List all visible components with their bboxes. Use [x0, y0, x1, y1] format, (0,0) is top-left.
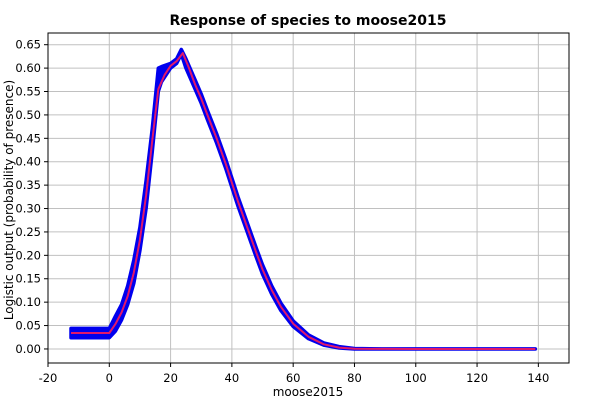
- x-axis-label: moose2015: [273, 385, 344, 399]
- gridlines: [47, 33, 569, 363]
- plot-frame: [47, 32, 570, 364]
- y-tick-label: 0.35: [15, 178, 41, 192]
- y-tick-label: 0.15: [15, 272, 41, 286]
- x-tick-label: 20: [163, 371, 178, 385]
- y-tick-label: 0.60: [15, 61, 41, 75]
- y-tick-label: 0.65: [15, 38, 41, 52]
- x-tick-label: 80: [347, 371, 362, 385]
- y-tick-label: 0.05: [15, 319, 41, 333]
- y-tick-label: 0.30: [15, 202, 41, 216]
- x-tick-label: 100: [405, 371, 427, 385]
- y-tick-label: 0.50: [15, 108, 41, 122]
- x-tick-label: 40: [225, 371, 240, 385]
- mean-response-line: [71, 52, 536, 350]
- x-tick-label: 140: [527, 371, 549, 385]
- x-tick-label: 60: [286, 371, 301, 385]
- y-tick-label: 0.00: [15, 342, 41, 356]
- x-tick-label: 0: [106, 371, 113, 385]
- y-tick-label: 0.40: [15, 155, 41, 169]
- y-tick-label: 0.45: [15, 131, 41, 145]
- y-tick-label: 0.25: [15, 225, 41, 239]
- x-tick-label: -20: [39, 371, 58, 385]
- x-axis: -20 0 20 40 60 80 100 120 140: [39, 363, 549, 385]
- y-axis: 0.00 0.05 0.10 0.15 0.20 0.25 0.30 0.35 0.40 0.45…: [15, 38, 48, 356]
- y-axis-label: Logistic output (probability of presence…: [2, 80, 16, 320]
- plot-area: [69, 47, 538, 351]
- y-tick-label: 0.10: [15, 295, 41, 309]
- y-tick-label: 0.55: [15, 85, 41, 99]
- chart-title: Response of species to moose2015: [170, 13, 447, 29]
- x-tick-label: 120: [466, 371, 488, 385]
- y-tick-label: 0.20: [15, 248, 41, 262]
